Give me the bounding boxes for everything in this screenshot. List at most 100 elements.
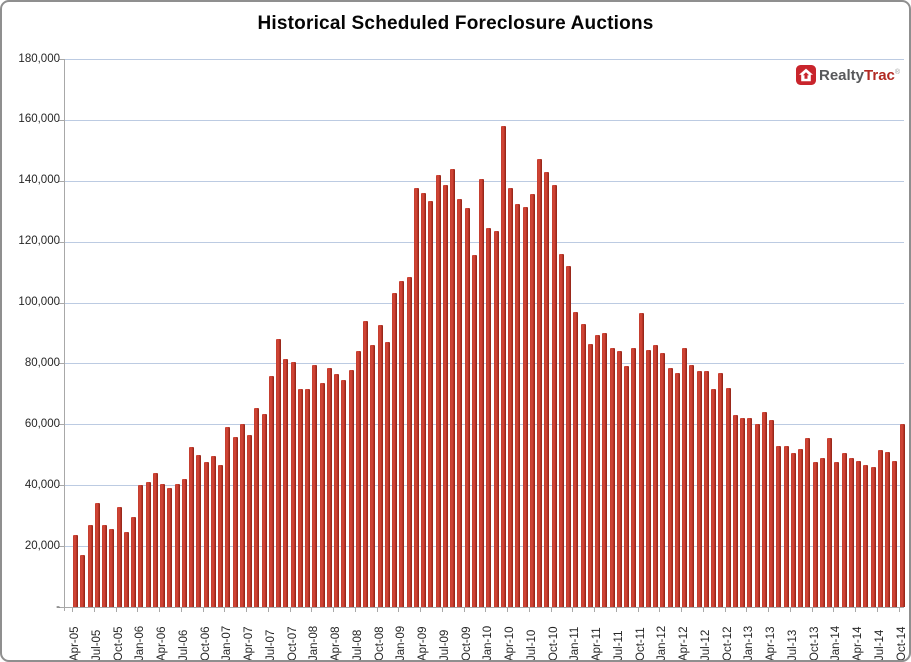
- y-axis-label: 140,000: [18, 174, 60, 187]
- bar-Jul-11: [616, 351, 622, 607]
- bar-Jul-05: [94, 503, 100, 607]
- x-axis-tick: [267, 608, 269, 612]
- bar-Dec-10: [566, 266, 572, 607]
- x-axis-tick: [463, 608, 465, 612]
- x-axis-label: Oct-05: [112, 626, 125, 661]
- x-axis-tick: [159, 608, 160, 612]
- gridline: [64, 119, 904, 121]
- bar-Feb-11: [580, 323, 586, 607]
- y-axis-label: -: [56, 600, 60, 613]
- x-axis-label: Oct-08: [373, 626, 386, 661]
- bar-Apr-13: [769, 419, 775, 607]
- bar-Mar-07: [239, 424, 245, 607]
- x-axis-tick: [485, 608, 487, 612]
- logo-text-trac: Trac: [864, 67, 895, 84]
- x-axis-label: Jan-07: [221, 625, 234, 661]
- x-axis-tick: [333, 608, 334, 612]
- bar-Sep-09: [457, 199, 463, 607]
- x-axis-label: Oct-10: [547, 626, 560, 661]
- y-axis-label: 100,000: [18, 296, 60, 309]
- x-axis-tick: [811, 608, 813, 612]
- x-axis-label: Jul-08: [351, 629, 364, 661]
- bar-Aug-05: [102, 524, 108, 607]
- x-axis-tick: [528, 608, 530, 612]
- bar-May-11: [602, 333, 608, 607]
- bar-Mar-14: [848, 457, 854, 607]
- y-axis-line: [64, 59, 65, 611]
- bar-May-12: [689, 364, 695, 607]
- x-axis-tick: [72, 608, 73, 612]
- y-axis-label: 120,000: [18, 235, 60, 248]
- x-axis-label: Oct-07: [286, 626, 299, 661]
- x-axis-label: Jul-05: [90, 629, 103, 661]
- y-axis-tick: [59, 241, 64, 243]
- y-axis-tick: [59, 607, 64, 608]
- bar-Dec-06: [218, 465, 224, 607]
- bar-Jan-13: [747, 418, 753, 607]
- bar-Apr-14: [856, 460, 862, 607]
- x-axis-label: Apr-13: [765, 626, 778, 661]
- x-axis-tick: [180, 608, 182, 612]
- y-axis-tick: [59, 485, 64, 487]
- bar-Jan-07: [225, 427, 231, 607]
- y-axis-tick: [59, 363, 64, 365]
- bar-Feb-06: [145, 482, 151, 607]
- bar-Dec-13: [827, 438, 833, 607]
- bar-Apr-08: [334, 374, 340, 607]
- bar-Oct-10: [551, 185, 557, 607]
- x-axis-label: Oct-14: [895, 626, 908, 661]
- x-axis-tick: [768, 608, 769, 612]
- bar-Jun-09: [435, 174, 441, 607]
- bar-Feb-08: [319, 383, 325, 607]
- x-axis-tick: [789, 608, 791, 612]
- x-axis-tick: [702, 608, 704, 612]
- bar-Mar-09: [413, 188, 419, 607]
- bar-Dec-08: [392, 293, 398, 607]
- x-axis-tick: [398, 608, 400, 612]
- x-axis-label: Oct-06: [199, 626, 212, 661]
- bar-Nov-13: [819, 457, 825, 607]
- x-axis-label: Apr-09: [417, 626, 430, 661]
- x-axis-tick: [572, 608, 574, 612]
- bar-Apr-06: [160, 483, 166, 607]
- x-axis-tick: [681, 608, 682, 612]
- bar-Dec-07: [305, 389, 311, 607]
- y-axis-tick: [59, 424, 64, 426]
- bar-Nov-06: [210, 456, 216, 607]
- x-axis-tick: [202, 608, 204, 612]
- y-axis-label: 80,000: [24, 356, 60, 369]
- bar-Jul-13: [790, 453, 796, 607]
- bar-Jul-07: [268, 375, 274, 607]
- bar-Oct-05: [116, 506, 122, 607]
- x-axis-label: Jan-08: [308, 625, 321, 661]
- bar-May-05: [80, 555, 86, 607]
- y-axis-label: 40,000: [24, 478, 60, 491]
- bar-May-07: [254, 407, 260, 607]
- bar-Dec-09: [479, 179, 485, 607]
- bar-Sep-05: [109, 529, 115, 607]
- y-axis-label: 60,000: [24, 417, 60, 430]
- bar-Aug-12: [711, 389, 717, 607]
- bar-Jul-14: [877, 450, 883, 607]
- x-axis-label: Apr-11: [591, 627, 604, 661]
- bar-Nov-10: [558, 253, 564, 607]
- bar-Sep-07: [283, 358, 289, 607]
- x-axis-label: Apr-05: [69, 626, 82, 661]
- bar-Jan-06: [138, 485, 144, 607]
- x-axis-tick: [659, 608, 661, 612]
- bar-Aug-06: [189, 447, 195, 607]
- x-axis-label: Oct-11: [634, 627, 647, 661]
- bar-Sep-08: [370, 345, 376, 607]
- bar-Mar-12: [674, 372, 680, 607]
- bar-Mar-11: [587, 343, 593, 607]
- bar-Jun-06: [174, 483, 180, 607]
- y-axis-label: 180,000: [18, 52, 60, 65]
- bar-Feb-13: [754, 424, 760, 607]
- bar-Jun-11: [609, 348, 615, 607]
- bar-Dec-05: [131, 517, 137, 607]
- bar-Aug-08: [363, 320, 369, 607]
- x-axis-label: Oct-09: [460, 626, 473, 661]
- x-axis-tick: [550, 608, 552, 612]
- bar-May-13: [776, 445, 782, 607]
